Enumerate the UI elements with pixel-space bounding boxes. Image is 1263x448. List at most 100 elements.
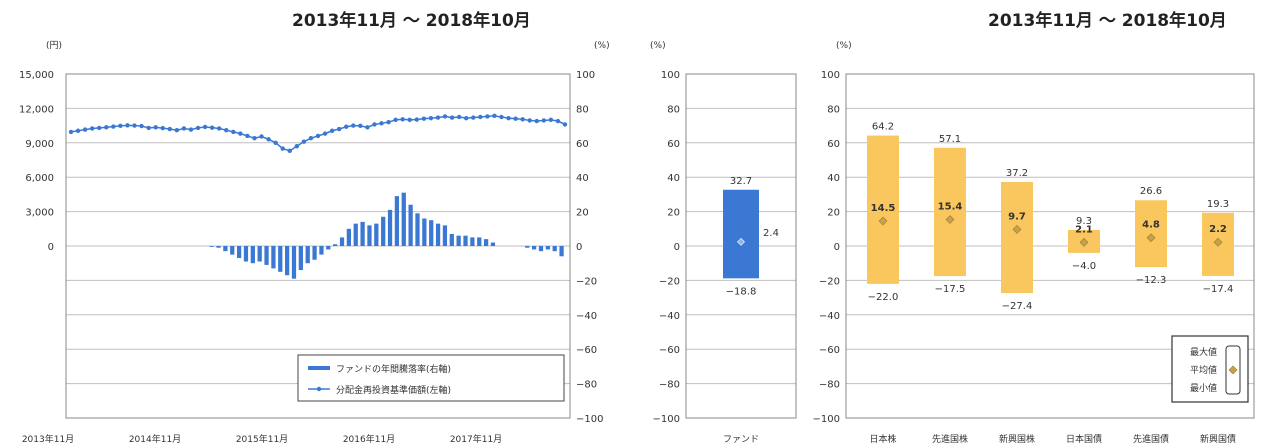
fund-range-tick-label: −60 [659,345,680,356]
annual-return-bar [470,237,475,246]
nav-point [534,118,539,124]
nav-point [365,125,370,130]
annual-return-bar [367,225,372,246]
annual-return-bar [415,213,420,246]
fund-range-tick-label: −20 [659,276,680,287]
asset-range-tick-label: −20 [819,276,840,287]
nav-point [111,124,116,129]
nav-point [238,131,243,136]
asset-avg-label: 2.1 [1075,224,1093,235]
fund-max-label: 32.7 [730,176,752,187]
nav-point [541,118,547,123]
legend-bar-swatch [308,366,330,370]
nav-point [471,115,476,120]
annual-return-bar [381,216,386,246]
nav-point [139,123,144,129]
asset-category-label: 新興国株 [999,433,1035,445]
nav-point [231,129,236,135]
timeseries-left-tick-label: 12,000 [19,104,54,115]
asset-max-label: 19.3 [1207,199,1229,210]
asset-range-unit: (%) [836,41,852,51]
asset-average-marker [1079,237,1089,247]
timeseries-left-unit: (円) [46,40,62,51]
annual-return-bar [552,246,557,252]
nav-point [421,116,427,121]
asset-category-label: 先進国株 [932,433,968,445]
asset-range-tick-label: 0 [834,242,840,253]
asset-average-marker [1012,224,1022,234]
nav-point [386,119,391,125]
asset-avg-label: 14.5 [871,203,896,214]
fund-avg-label: 2.4 [763,228,779,239]
nav-point [118,123,123,129]
timeseries-legend-box [297,354,565,402]
asset-min-label: −12.3 [1136,275,1167,286]
asset-average-marker [1146,233,1156,243]
timeseries-x-tick-label: 2017年11月 [450,433,502,445]
asset-min-label: −17.4 [1203,284,1234,295]
nav-point [82,127,88,132]
fund-range-tick-label: −40 [659,311,680,322]
asset-range-tick-label: 100 [821,70,840,81]
asset-category-label: 先進国債 [1133,433,1169,445]
annual-return-bar [230,246,235,255]
fund-min-label: −18.8 [726,286,757,297]
nav-point [188,127,194,132]
annual-return-bar [223,246,228,252]
fund-range-tick-label: 60 [667,139,680,150]
nav-point [68,129,74,135]
timeseries-right-tick-label: −80 [576,380,597,391]
nav-point [181,126,187,131]
timeseries-right-tick-label: 100 [576,70,595,81]
asset-max-label: 9.3 [1076,216,1092,227]
nav-point [562,122,568,127]
annual-return-bar [278,246,283,272]
asset-category-label: 新興国債 [1200,433,1236,445]
timeseries-right-tick-label: −40 [576,311,597,322]
annual-return-bar [408,204,413,246]
asset-category-label: 日本株 [869,433,896,445]
asset-range-tick-label: −60 [819,345,840,356]
asset-max-label: 37.2 [1006,168,1028,179]
timeseries-right-unit: (%) [594,41,610,51]
nav-point [336,126,342,132]
fund-category-label: ファンド [723,435,759,445]
asset-max-label: 26.6 [1140,186,1162,197]
nav-point [464,115,469,121]
asset-range-tick-label: 40 [827,173,840,184]
annual-return-bar [319,246,324,255]
annual-return-bar [250,246,255,264]
nav-point [478,114,483,120]
nav-point [301,139,307,144]
annual-return-bar [216,246,221,248]
asset-avg-label: 2.2 [1209,224,1227,235]
nav-point [209,125,215,130]
asset-category-label: 日本国債 [1066,433,1102,445]
asset-avg-label: 15.4 [938,202,963,213]
legend-min-label: 最小値 [1190,382,1217,394]
nav-point [308,136,314,141]
timeseries-right-tick-label: 20 [576,208,589,219]
annual-return-bar [333,244,338,246]
asset-range-bar [867,135,899,284]
timeseries-x-tick-label: 2013年11月 [22,433,74,445]
nav-point [414,117,419,122]
timeseries-frame [65,73,571,419]
nav-point [75,128,81,133]
legend-line-marker [316,386,322,392]
nav-point [548,117,554,123]
nav-point [499,114,504,120]
timeseries-right-tick-label: −60 [576,345,597,356]
timeseries-right-tick-label: 40 [576,173,589,184]
nav-point [167,126,172,132]
nav-point [97,125,102,131]
asset-min-label: −4.0 [1072,261,1096,272]
annual-return-bar [401,192,406,246]
annual-return-bar [456,235,461,246]
nav-point [125,123,130,128]
annual-return-bar [291,246,297,279]
nav-point [174,127,180,133]
nav-point [160,125,165,131]
annual-return-bar [298,246,303,271]
annual-return-bar [271,246,276,269]
